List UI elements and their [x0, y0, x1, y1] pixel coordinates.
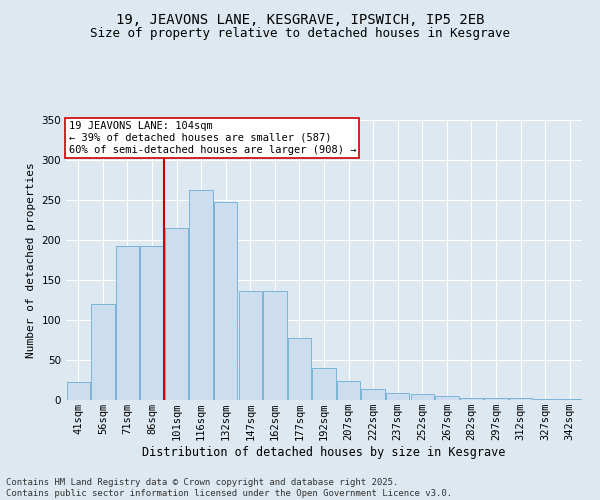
- Bar: [140, 246, 164, 400]
- Bar: [533, 399, 557, 400]
- Bar: [337, 381, 360, 400]
- Text: Size of property relative to detached houses in Kesgrave: Size of property relative to detached ho…: [90, 28, 510, 40]
- Bar: [410, 394, 434, 400]
- Bar: [435, 396, 458, 400]
- Bar: [239, 291, 262, 400]
- Bar: [214, 202, 238, 400]
- Bar: [288, 338, 311, 400]
- Bar: [165, 228, 188, 400]
- Bar: [190, 190, 213, 400]
- Bar: [386, 393, 409, 400]
- Bar: [509, 398, 532, 400]
- Text: Contains HM Land Registry data © Crown copyright and database right 2025.
Contai: Contains HM Land Registry data © Crown c…: [6, 478, 452, 498]
- Bar: [67, 382, 90, 400]
- Bar: [263, 291, 287, 400]
- Bar: [116, 246, 139, 400]
- X-axis label: Distribution of detached houses by size in Kesgrave: Distribution of detached houses by size …: [142, 446, 506, 459]
- Bar: [460, 398, 483, 400]
- Bar: [313, 368, 335, 400]
- Bar: [91, 304, 115, 400]
- Text: 19, JEAVONS LANE, KESGRAVE, IPSWICH, IP5 2EB: 19, JEAVONS LANE, KESGRAVE, IPSWICH, IP5…: [116, 12, 484, 26]
- Bar: [361, 389, 385, 400]
- Text: 19 JEAVONS LANE: 104sqm
← 39% of detached houses are smaller (587)
60% of semi-d: 19 JEAVONS LANE: 104sqm ← 39% of detache…: [68, 122, 356, 154]
- Y-axis label: Number of detached properties: Number of detached properties: [26, 162, 36, 358]
- Bar: [484, 398, 508, 400]
- Bar: [558, 399, 581, 400]
